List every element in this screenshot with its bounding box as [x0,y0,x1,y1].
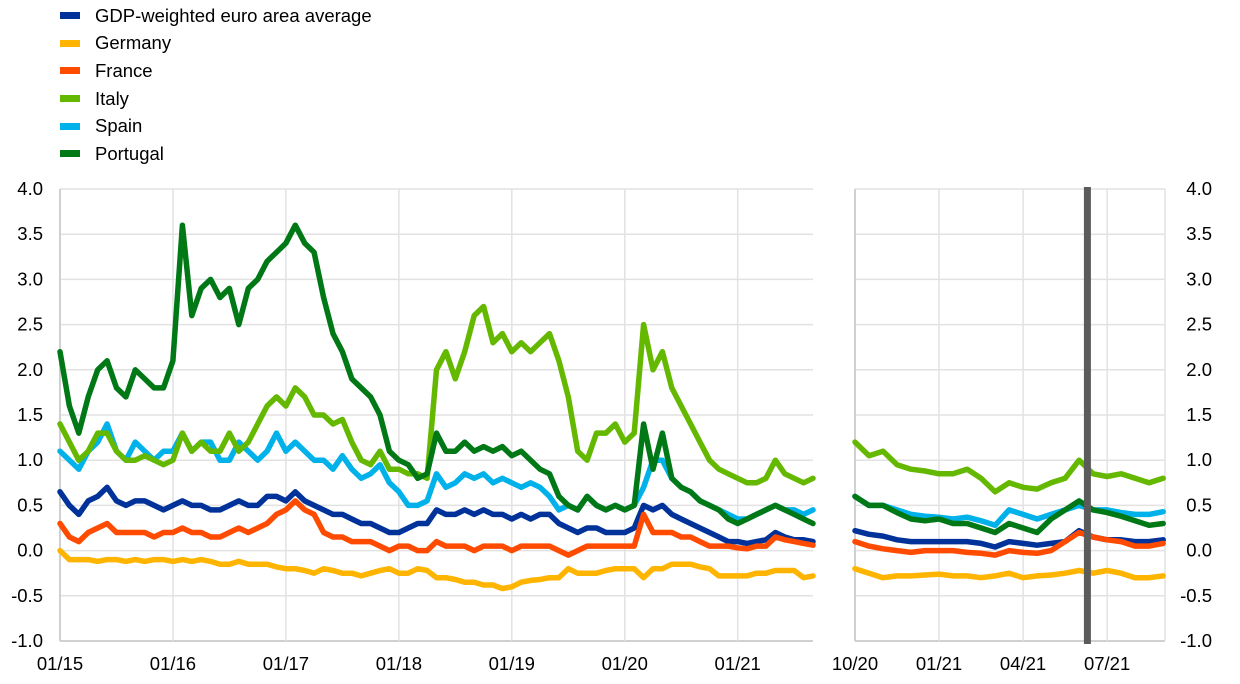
y-tick-label: 0.5 [17,494,43,515]
legend-item: GDP-weighted euro area average [60,2,372,30]
y-tick-label: -0.5 [1180,585,1212,606]
y-tick-label: 4.0 [1186,178,1212,199]
y-tick-label: 2.0 [17,359,43,380]
x-tick-label: 01/17 [263,653,309,674]
y-tick-label: 3.5 [17,223,43,244]
series-line-germany [852,565,1166,581]
y-tick-label: 4.0 [17,178,43,199]
legend-label: GDP-weighted euro area average [95,4,372,26]
legend-label: Germany [95,32,172,54]
series-line-germany [57,547,816,592]
y-tick-label: 3.0 [1186,268,1212,289]
legend-label: Portugal [95,142,164,164]
y-tick-label: -1.0 [1180,630,1212,651]
series-line-italy [57,303,816,486]
x-tick-label: 01/19 [489,653,535,674]
series-line-portugal [852,493,1166,536]
series-line-spain [852,493,1166,529]
y-tick-label: 3.5 [1186,223,1212,244]
y-tick-label: 3.0 [17,268,43,289]
y-tick-label: 2.5 [1186,314,1212,335]
x-tick-label: 01/20 [602,653,648,674]
x-tick-label: 01/15 [37,653,83,674]
legend-item: Spain [60,112,372,140]
legend-item: Portugal [60,140,372,168]
legend-swatch [60,39,80,47]
legend-label: Spain [95,115,143,137]
x-tick-label: 10/20 [832,653,878,674]
y-tick-label: 0.0 [1186,540,1212,561]
y-tick-label: 1.5 [17,404,43,425]
x-tick-label: 04/21 [1000,653,1046,674]
legend-item: Germany [60,30,372,58]
legend-item: Italy [60,85,372,113]
y-tick-label: 1.5 [1186,404,1212,425]
legend-label: Italy [95,87,129,109]
legend-swatch [60,122,80,130]
x-tick-label: 07/21 [1084,653,1130,674]
x-tick-label: 01/21 [916,653,962,674]
series-line-france [852,529,1166,558]
y-tick-label: 0.5 [1186,494,1212,515]
legend: GDP-weighted euro area average Germany F… [60,2,372,168]
legend-label: France [95,59,153,81]
y-tick-label: 0.0 [17,540,43,561]
series-line-italy [852,439,1166,495]
y-tick-label: -0.5 [11,585,43,606]
legend-swatch [60,95,80,103]
series-line-gdp-weighted-euro-area-average [57,484,816,547]
x-tick-label: 01/16 [150,653,196,674]
y-tick-label: 2.5 [17,314,43,335]
y-tick-label: 2.0 [1186,359,1212,380]
x-tick-label: 01/21 [715,653,761,674]
series-line-portugal [57,222,816,527]
legend-item: France [60,57,372,85]
y-tick-label: 1.0 [17,449,43,470]
legend-swatch [60,67,80,75]
y-tick-label: 1.0 [1186,449,1212,470]
x-tick-label: 01/18 [376,653,422,674]
series-line-france [57,498,816,558]
y-tick-label: -1.0 [11,630,43,651]
legend-swatch [60,150,80,158]
legend-swatch [60,12,80,20]
